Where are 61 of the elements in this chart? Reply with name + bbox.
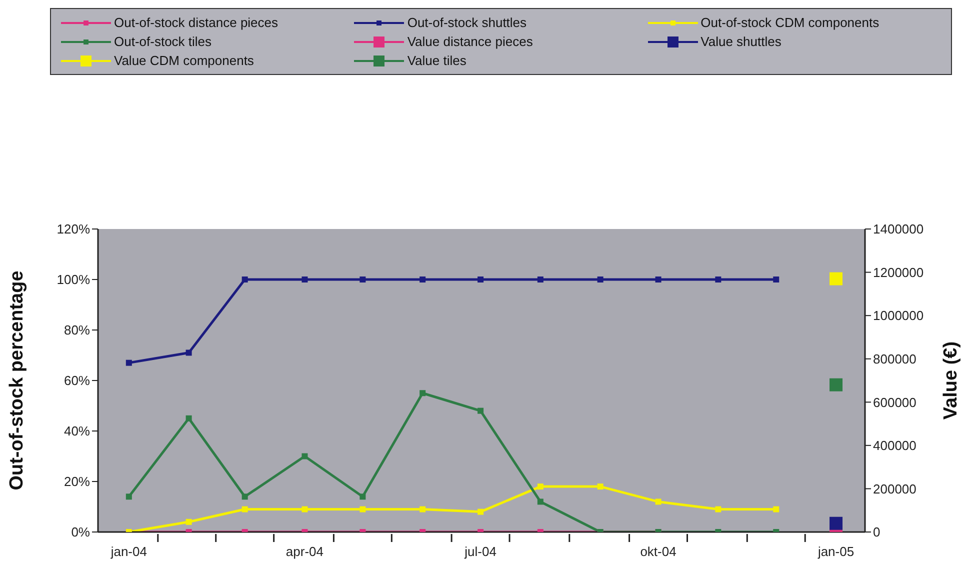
point xyxy=(186,415,192,422)
point xyxy=(478,408,484,414)
y-tick-label: 60% xyxy=(64,373,90,388)
legend-label: Value shuttles xyxy=(700,34,782,49)
point xyxy=(715,276,722,282)
point xyxy=(360,276,366,282)
y-tick-label: 20% xyxy=(64,474,90,490)
legend-label: Out-of-stock CDM components xyxy=(700,15,880,30)
point xyxy=(126,494,132,500)
y-tick-label: 120% xyxy=(56,222,90,237)
point xyxy=(186,350,192,356)
point xyxy=(420,506,426,512)
y2-tick-label: 800000 xyxy=(873,351,916,366)
point xyxy=(242,506,248,512)
y2-tick-label: 200000 xyxy=(873,481,916,496)
legend-label: Value CDM components xyxy=(114,53,254,68)
y-axis-title: Out-of-stock percentage xyxy=(6,270,28,490)
y2-axis-title: Value (€) xyxy=(940,341,962,420)
legend-label: Out-of-stock distance pieces xyxy=(114,15,278,30)
point xyxy=(655,276,662,282)
point xyxy=(597,484,604,490)
point xyxy=(537,484,544,490)
x-tick-label: apr-04 xyxy=(286,544,324,559)
y-tick-label: 0% xyxy=(71,524,90,540)
point xyxy=(186,518,192,525)
point xyxy=(242,276,248,282)
point xyxy=(773,276,780,282)
y-tick-label: 80% xyxy=(64,322,90,338)
point xyxy=(302,276,308,282)
legend-label: Out-of-stock tiles xyxy=(114,34,212,49)
point xyxy=(773,506,780,512)
y-tick-label: 40% xyxy=(64,424,90,439)
legend-label: Out-of-stock shuttles xyxy=(407,15,527,30)
point xyxy=(537,276,544,282)
point xyxy=(655,498,662,505)
y2-tick-label: 400000 xyxy=(873,438,916,454)
y2-tick-label: 1200000 xyxy=(873,264,924,280)
y2-tick-label: 0 xyxy=(873,524,880,540)
x-tick-label: jul-04 xyxy=(464,544,496,559)
point xyxy=(302,453,308,460)
point xyxy=(126,360,132,366)
point xyxy=(242,494,248,500)
point xyxy=(420,390,426,396)
x-tick-label: jan-04 xyxy=(110,544,147,559)
point xyxy=(478,276,484,282)
y2-tick-label: 1400000 xyxy=(873,222,924,237)
point xyxy=(597,276,604,282)
x-tick-label: okt-04 xyxy=(640,544,676,559)
y-tick-label: 100% xyxy=(56,272,90,288)
point xyxy=(302,506,308,512)
y2-tick-label: 600000 xyxy=(873,394,916,410)
point xyxy=(360,506,366,512)
point xyxy=(420,276,426,282)
x-tick-label: jan-05 xyxy=(816,544,854,559)
legend-label: Value distance pieces xyxy=(407,34,533,49)
y2-tick-label: 1000000 xyxy=(873,308,924,324)
point xyxy=(360,494,366,500)
point xyxy=(478,508,484,515)
legend-label: Value tiles xyxy=(407,53,466,68)
point xyxy=(537,498,544,505)
point xyxy=(715,506,722,512)
